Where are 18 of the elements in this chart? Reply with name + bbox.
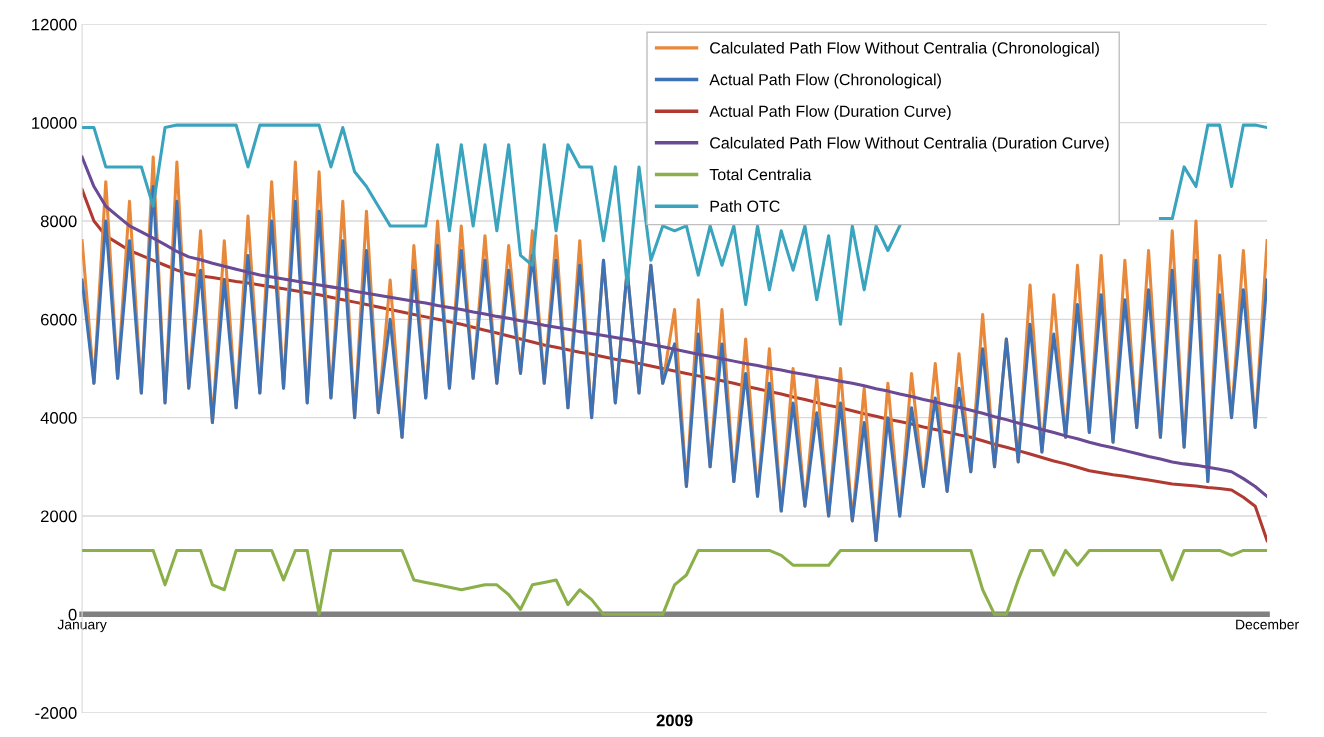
legend-label: Actual Path Flow (Duration Curve)	[709, 105, 951, 121]
legend-label: Actual Path Flow (Chronological)	[709, 73, 941, 89]
x-tick-label: December	[1236, 619, 1299, 630]
y-tick-label: 10000	[32, 117, 77, 129]
y-tick-label: 2000	[40, 510, 77, 523]
x-axis-title: 2009	[656, 714, 693, 727]
line-series	[82, 548, 1268, 616]
y-tick-label: 4000	[40, 412, 77, 424]
y-tick-label: 12000	[32, 18, 77, 31]
y-tick-label: 8000	[40, 215, 77, 228]
legend-label: Path OTC	[710, 200, 780, 212]
x-tick-label: January	[57, 619, 107, 633]
legend-label: Calculated Path Flow Without Centralia (Chronological)	[710, 41, 1099, 57]
legend-label: Total Centralia	[709, 168, 812, 181]
y-tick-label: 0	[68, 608, 77, 621]
y-tick-label: 6000	[41, 313, 77, 326]
y-tick-label: -2000	[35, 707, 77, 719]
legend-label: Calculated Path Flow Without Centralia (Duration Curve)	[710, 136, 1109, 152]
